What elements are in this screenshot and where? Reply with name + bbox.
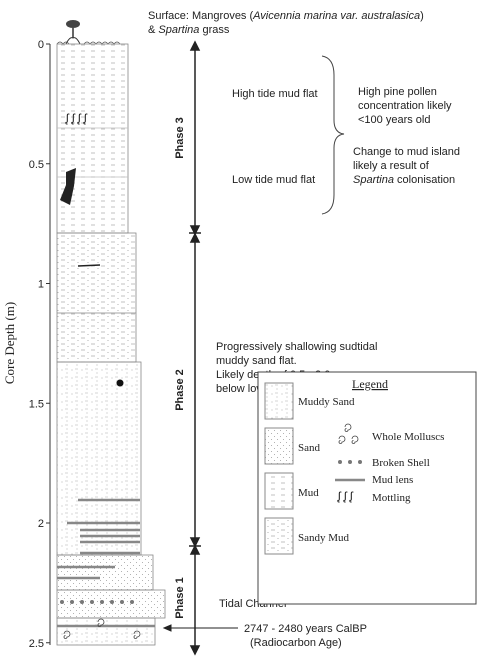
annotation: likely a result of [353, 160, 430, 172]
annotation: Change to mud island [353, 146, 460, 158]
brace [322, 56, 344, 214]
core-column [57, 44, 165, 645]
legend: Legend Muddy Sand Sand Mud Sandy Mud ᶘ ᶘ… [258, 372, 476, 604]
annotation: Low tide mud flat [232, 174, 315, 186]
annotation: High tide mud flat [232, 88, 318, 100]
legend-item: Whole Molluscs [372, 431, 444, 443]
surface-text: Surface: Mangroves (Avicennia marina var… [148, 10, 424, 22]
phase-label: Phase 3 [174, 117, 186, 159]
age-arrow [164, 625, 238, 631]
axis-label: Core Depth (m) [2, 302, 17, 384]
legend-item: Sandy Mud [298, 532, 350, 544]
phase-bars [189, 42, 201, 654]
age-label: 2747 - 2480 years CalBP [244, 623, 367, 635]
annotation: Progressively shallowing sudtidal [216, 341, 377, 353]
legend-title: Legend [352, 377, 388, 391]
legend-item: Broken Shell [372, 457, 430, 469]
surface-text: & Spartina grass [148, 24, 230, 36]
annotation: High pine pollen [358, 86, 437, 98]
tick-label: 0 [38, 39, 44, 51]
svg-text:ᶘ ᶘ ᶘ: ᶘ ᶘ ᶘ [337, 489, 354, 503]
annotation: <100 years old [358, 114, 430, 126]
tick-label: 1 [38, 279, 44, 291]
legend-item: Sand [298, 442, 321, 454]
mangrove-icon [57, 20, 120, 44]
phase-label: Phase 2 [174, 369, 186, 411]
legend-item: Mottling [372, 492, 411, 504]
core-log: Surface: Mangroves (Avicennia marina var… [0, 0, 480, 657]
tick-group: 0 0.5 1 1.5 2 2.5 [29, 39, 50, 650]
tick-label: 1.5 [29, 398, 44, 410]
legend-item: Mud lens [372, 474, 413, 486]
tick-label: 0.5 [29, 159, 44, 171]
tick-label: 2 [38, 518, 44, 530]
age-label: (Radiocarbon Age) [250, 637, 342, 649]
phase-label: Phase 1 [174, 577, 186, 619]
svg-text:ᶘ ᶘ ᶘ ᶘ: ᶘ ᶘ ᶘ ᶘ [65, 111, 88, 125]
tick-label: 2.5 [29, 638, 44, 650]
annotation: muddy sand flat. [216, 355, 297, 367]
annotation: concentration likely [358, 100, 452, 112]
legend-item: Mud [298, 487, 319, 499]
legend-item: Muddy Sand [298, 396, 355, 408]
annotation: Spartina colonisation [353, 174, 455, 186]
